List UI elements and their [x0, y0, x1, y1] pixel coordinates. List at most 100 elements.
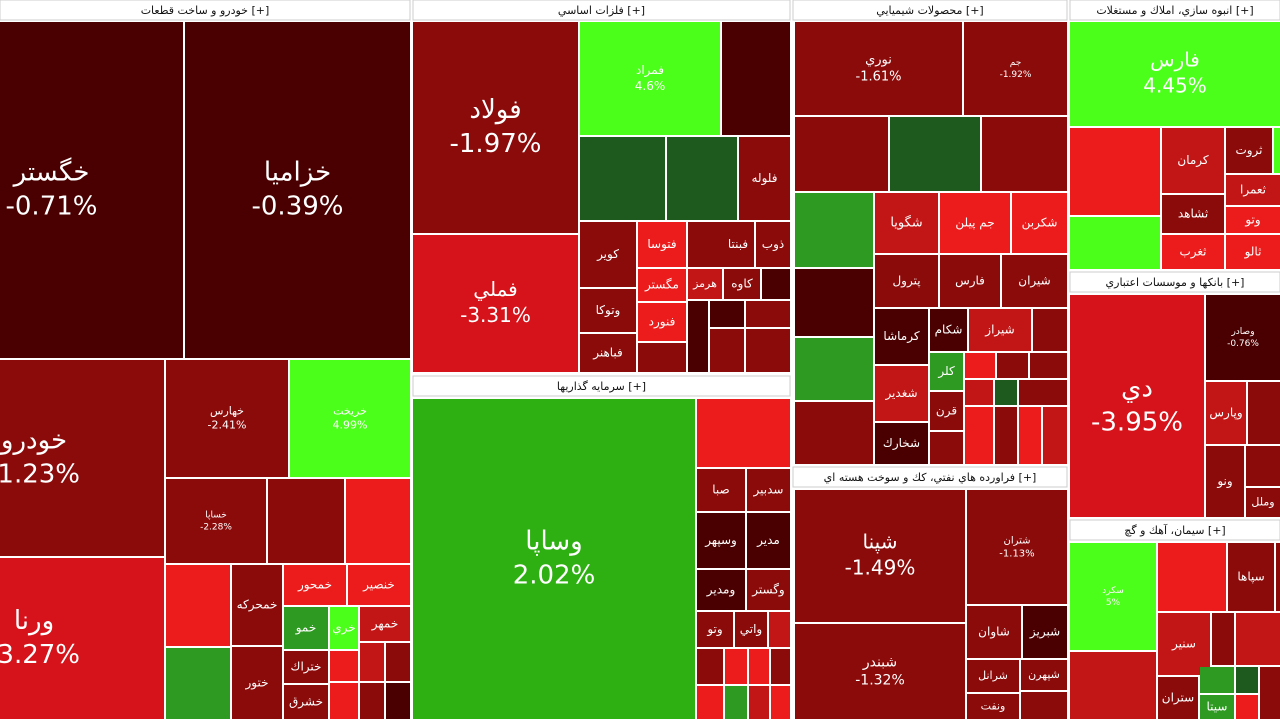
tile-symbol: فتوسا: [647, 237, 676, 252]
tile-bg: [386, 643, 410, 681]
tile[interactable]: كرمان: [1162, 128, 1224, 193]
tile[interactable]: فولاد -1.97%: [413, 22, 578, 233]
tile: [795, 193, 873, 267]
tile: [746, 329, 790, 372]
tile[interactable]: ثغرب: [1162, 235, 1224, 269]
tile[interactable]: شغدير: [875, 366, 928, 421]
tile[interactable]: خمهر: [360, 607, 410, 641]
tile[interactable]: ورنا -3.27%: [0, 558, 164, 719]
tile[interactable]: شكام: [930, 309, 967, 351]
tile[interactable]: شتران -1.13%: [967, 490, 1067, 604]
tile[interactable]: مدير: [747, 513, 790, 568]
tile[interactable]: شكربن: [1012, 193, 1067, 253]
tile[interactable]: نوري-1.61%: [795, 22, 962, 115]
tile[interactable]: شبندر -1.32%: [795, 624, 965, 719]
tile[interactable]: واتي: [735, 612, 767, 647]
tile[interactable]: شاوان: [967, 606, 1021, 658]
tile[interactable]: وتو: [697, 612, 733, 647]
tile[interactable]: جم پيلن: [940, 193, 1010, 253]
tile[interactable]: شيران: [1002, 255, 1067, 307]
tile[interactable]: وسپهر: [697, 513, 745, 568]
tile-symbol: ثغرب: [1179, 245, 1206, 260]
tile: [1021, 692, 1067, 719]
tile[interactable]: خمو: [284, 607, 328, 649]
tile: [769, 612, 790, 647]
tile[interactable]: دي-3.95%: [1070, 295, 1204, 517]
tile[interactable]: شيراز: [969, 309, 1031, 351]
tile-symbol: جم پيلن: [955, 216, 994, 231]
tile[interactable]: ونو: [1206, 446, 1244, 517]
tile[interactable]: كلر: [930, 353, 963, 390]
tile[interactable]: خساپا-2.28%: [166, 479, 266, 563]
tile: [982, 117, 1067, 191]
tile[interactable]: جم -1.92%: [964, 22, 1067, 115]
tile[interactable]: خزاميا-0.39%: [185, 22, 410, 358]
tile-symbol: شتران: [1003, 536, 1030, 547]
tile[interactable]: ثشاهد: [1162, 195, 1224, 233]
tile[interactable]: وتو: [1226, 207, 1280, 233]
tile-bg: [967, 606, 1021, 658]
tile[interactable]: وتوكا: [580, 289, 636, 332]
tile[interactable]: خگستر-0.71%: [0, 22, 183, 358]
tile[interactable]: هرمز: [688, 269, 722, 299]
tile: [795, 402, 873, 464]
tile[interactable]: كوير: [580, 222, 636, 287]
tile[interactable]: فبنتا: [722, 222, 754, 267]
sector-title[interactable]: محصولات شيميايي [+]: [876, 4, 983, 17]
tile[interactable]: ثروت: [1226, 128, 1272, 173]
tile[interactable]: خهارس -2.41%: [166, 360, 288, 477]
tile[interactable]: شبريز: [1023, 606, 1067, 658]
tile[interactable]: كاوه: [724, 269, 760, 299]
tile[interactable]: ثالو: [1226, 235, 1280, 269]
tile[interactable]: ونفت: [967, 694, 1019, 719]
tile[interactable]: فباهنر: [580, 334, 636, 372]
tile[interactable]: ختور: [232, 647, 282, 719]
sector-title[interactable]: فلزات اساسي [+]: [558, 4, 645, 17]
tile[interactable]: سيتا: [1200, 695, 1234, 719]
sector-title[interactable]: خودرو و ساخت قطعات [+]: [141, 4, 270, 17]
tile[interactable]: خشرق: [284, 685, 328, 719]
tile[interactable]: خريخت 4.99%: [290, 360, 410, 477]
tile[interactable]: فتوسا: [638, 222, 686, 267]
tile[interactable]: خمحور: [284, 565, 346, 605]
tile[interactable]: ختراك: [284, 651, 328, 683]
sector-title[interactable]: سرمايه گذاريها [+]: [557, 380, 646, 393]
tile[interactable]: شپنا-1.49%: [795, 490, 965, 622]
tile[interactable]: خمحركه: [232, 565, 282, 645]
tile[interactable]: وصادر -0.76%: [1206, 295, 1280, 380]
tile[interactable]: خري: [330, 607, 358, 649]
tile[interactable]: سكرد 5%: [1070, 543, 1156, 650]
tile[interactable]: فارس: [940, 255, 1000, 307]
tile[interactable]: صبا: [697, 469, 745, 511]
tile[interactable]: ثعمرا: [1226, 175, 1280, 205]
tile[interactable]: وپارس: [1206, 382, 1246, 444]
sector-title[interactable]: سيمان، آهك و گچ [+]: [1124, 523, 1225, 537]
tile[interactable]: شگويا: [875, 193, 938, 253]
tile[interactable]: فملي-3.31%: [413, 235, 578, 372]
tile[interactable]: قرن: [930, 392, 963, 430]
tile[interactable]: وگستر: [747, 570, 790, 610]
tile[interactable]: مگستر: [638, 269, 686, 301]
tile[interactable]: سپاها: [1228, 543, 1274, 611]
tile[interactable]: ومدير: [697, 570, 745, 610]
tile[interactable]: شخارك: [875, 423, 928, 464]
tile[interactable]: خنصير: [348, 565, 410, 605]
sector-title[interactable]: فراورده هاي نفتي، كك و سوخت هسته اي [+]: [824, 471, 1037, 484]
tile[interactable]: سنير: [1158, 613, 1210, 675]
tile[interactable]: فنورد: [638, 303, 686, 341]
tile[interactable]: شپهرن: [1021, 660, 1067, 690]
tile[interactable]: فلوله: [739, 137, 790, 220]
tile[interactable]: وملل: [1246, 488, 1280, 517]
sector-title[interactable]: انبوه سازي، املاك و مستغلات [+]: [1096, 4, 1253, 17]
tile[interactable]: پترول: [875, 255, 938, 307]
tile[interactable]: كرماشا: [875, 309, 928, 364]
tile[interactable]: خودرو-1.23%: [0, 360, 164, 556]
tile[interactable]: ذوب: [756, 222, 790, 267]
tile[interactable]: سدبير: [747, 469, 790, 511]
sector-title[interactable]: بانكها و موسسات اعتباري [+]: [1106, 276, 1245, 289]
tile[interactable]: شرانل: [967, 660, 1019, 692]
tile[interactable]: ستران: [1158, 677, 1198, 719]
